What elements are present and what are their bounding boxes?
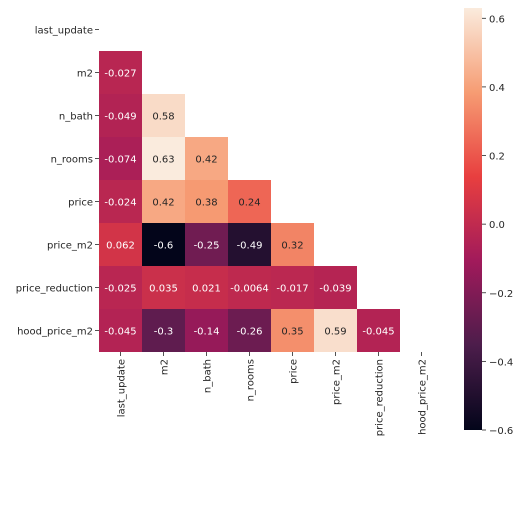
y-tick-label: m2 [77, 69, 93, 80]
x-tick-label: price [289, 359, 300, 384]
cell-value-label: -0.3 [154, 327, 174, 338]
cell-value-label: 0.32 [281, 241, 303, 252]
cell-value-label: 0.63 [152, 155, 174, 166]
y-tick-label: n_rooms [51, 155, 93, 166]
cell-value-label: -0.14 [194, 327, 220, 338]
heatmap-cell-labels: -0.027 -0.049 0.58 -0.074 0.63 0.42 -0.024 0.42… [104, 69, 394, 338]
heatmap-cell [271, 266, 314, 309]
cell-value-label: 0.38 [195, 198, 217, 209]
x-tick-label: m2 [160, 359, 171, 375]
heatmap-cell [228, 180, 271, 223]
heatmap-cell [357, 309, 400, 352]
cell-value-label: -0.049 [104, 112, 136, 123]
cell-value-label: -0.0064 [230, 284, 269, 295]
cell-value-label: -0.49 [237, 241, 263, 252]
cell-value-label: 0.062 [106, 241, 135, 252]
heatmap-cell [271, 223, 314, 266]
y-tick-label: n_bath [59, 112, 93, 123]
colorbar-tick-label: −0.6 [489, 426, 513, 437]
heatmap-cell [271, 309, 314, 352]
heatmap-cell [99, 266, 142, 309]
cell-value-label: 0.021 [192, 284, 221, 295]
colorbar [464, 8, 482, 430]
heatmap-cell [228, 266, 271, 309]
x-tick-label: hood_price_m2 [418, 359, 429, 435]
heatmap-cell [185, 223, 228, 266]
cell-value-label: -0.017 [276, 284, 308, 295]
colorbar-tick-label: 0.4 [489, 83, 505, 94]
cell-value-label: -0.027 [104, 69, 136, 80]
heatmap-cell [99, 309, 142, 352]
heatmap-cell [142, 266, 185, 309]
cell-value-label: -0.025 [104, 284, 136, 295]
cell-value-label: -0.6 [154, 241, 174, 252]
cell-value-label: -0.074 [104, 155, 136, 166]
heatmap-cell [99, 180, 142, 223]
cell-value-label: -0.26 [237, 327, 263, 338]
heatmap-cells [99, 51, 400, 352]
y-tick-label: last_update [35, 26, 93, 37]
heatmap-cell [99, 223, 142, 266]
colorbar-tick-label: 0.0 [489, 220, 505, 231]
cell-value-label: 0.24 [238, 198, 260, 209]
heatmap-cell [185, 309, 228, 352]
cell-value-label: -0.045 [104, 327, 136, 338]
y-tick-label: price [68, 198, 93, 209]
heatmap-cell [314, 266, 357, 309]
cell-value-label: 0.035 [149, 284, 178, 295]
colorbar-tick-label: 0.6 [489, 14, 505, 25]
cell-value-label: 0.42 [195, 155, 217, 166]
cell-value-label: -0.045 [362, 327, 394, 338]
x-tick-label: n_rooms [246, 359, 257, 401]
colorbar-tick-label: −0.4 [489, 357, 513, 368]
cell-value-label: -0.25 [194, 241, 220, 252]
heatmap-cell [185, 180, 228, 223]
heatmap-cell [142, 223, 185, 266]
heatmap-cell [142, 137, 185, 180]
heatmap-cell [185, 266, 228, 309]
colorbar-ticks: 0.6 0.4 0.2 0.0 −0.2 −0.4 −0.6 [482, 14, 513, 437]
x-tick-label: price_reduction [375, 359, 386, 436]
heatmap-cell [185, 137, 228, 180]
y-tick-label: hood_price_m2 [17, 327, 93, 338]
cell-value-label: 0.59 [324, 327, 346, 338]
heatmap-cell [142, 180, 185, 223]
heatmap-cell [228, 309, 271, 352]
cell-value-label: 0.35 [281, 327, 303, 338]
x-tick-label: last_update [117, 359, 128, 417]
heatmap-cell [142, 309, 185, 352]
heatmap-cell [228, 223, 271, 266]
cell-value-label: -0.039 [319, 284, 351, 295]
y-tick-label: price_reduction [16, 284, 93, 295]
colorbar-tick-label: −0.2 [489, 289, 513, 300]
heatmap-cell [314, 309, 357, 352]
cell-value-label: 0.42 [152, 198, 174, 209]
colorbar-tick-label: 0.2 [489, 152, 505, 163]
x-axis: last_update m2 n_bath n_rooms price price_m2 p… [117, 352, 429, 436]
x-tick-label: n_bath [203, 359, 214, 393]
heatmap-cell [99, 94, 142, 137]
y-tick-label: price_m2 [47, 241, 93, 252]
x-tick-label: price_m2 [332, 359, 343, 405]
heatmap-cell [99, 137, 142, 180]
heatmap-cell [142, 94, 185, 137]
cell-value-label: -0.024 [104, 198, 136, 209]
heatmap-cell [99, 51, 142, 94]
cell-value-label: 0.58 [152, 112, 174, 123]
